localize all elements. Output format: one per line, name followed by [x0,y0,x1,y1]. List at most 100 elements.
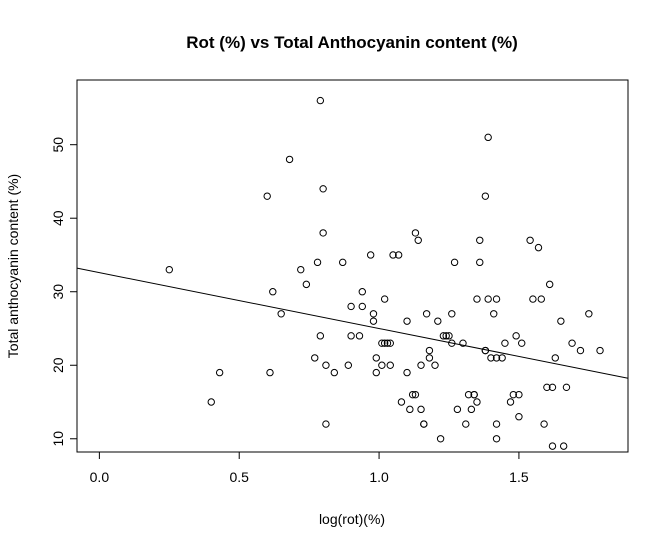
data-point [347,332,355,340]
data-point [403,317,411,325]
data-point [515,413,523,421]
data-point [492,354,501,362]
data-point [526,236,534,244]
plot-frame [76,79,629,453]
data-point [417,361,425,369]
data-point [462,420,470,428]
data-point [506,398,515,406]
data-point [559,442,568,450]
data-point [347,302,355,311]
data-point [339,258,347,267]
x-axis-label: log(rot)(%) [319,511,385,527]
data-point [484,295,492,303]
data-point [476,236,484,244]
data-point [484,133,492,142]
data-point [389,251,397,259]
data-point [269,288,277,296]
data-point [277,310,285,318]
data-point [498,354,506,362]
y-tick-label: 10 [50,431,66,447]
data-point [492,295,501,303]
data-point [302,280,311,289]
data-point [512,332,520,340]
y-tick-label: 30 [50,284,66,300]
data-point [425,346,434,355]
data-point [397,398,406,406]
data-point [540,420,548,428]
data-point [439,332,448,340]
data-point [322,420,330,428]
data-point [445,332,453,340]
data-point [369,317,378,325]
data-point [459,339,467,347]
data-point [596,346,604,355]
data-point [313,258,322,267]
data-point [425,354,434,362]
data-point [207,398,215,406]
data-point [408,390,417,399]
data-points [165,96,604,450]
data-point [470,390,478,399]
data-point [562,383,571,392]
data-point [501,339,509,347]
data-point [366,251,375,259]
data-point [386,361,394,369]
data-point [529,295,537,303]
data-point [394,251,403,259]
data-point [215,368,224,377]
data-point [515,390,523,399]
data-point [358,302,366,311]
data-point [355,332,364,340]
data-point [378,339,386,347]
data-point [448,310,456,318]
data-point [165,265,173,274]
data-point [330,368,339,377]
data-point [537,295,545,303]
data-point [420,420,428,428]
data-point [434,317,442,325]
data-point [467,405,476,414]
data-point [411,390,420,399]
data-point [509,390,518,399]
data-point [311,354,319,362]
data-point [406,405,414,414]
data-point [372,368,380,377]
data-point [534,243,543,252]
data-point [319,229,327,237]
data-point [380,295,389,303]
data-point [543,383,551,392]
data-point [548,442,557,450]
x-tick-label: 1.0 [369,469,389,485]
data-point [319,185,327,193]
data-point [297,265,305,274]
data-point [442,332,450,340]
y-tick-label: 40 [50,210,66,226]
y-axis: 10 20 30 40 50 [50,137,78,447]
chart-title: Rot (%) vs Total Anthocyanin content (%) [186,33,518,52]
data-point [473,295,481,303]
data-point [551,354,559,362]
data-point [263,192,271,200]
data-point [344,361,353,369]
data-point [414,236,422,244]
data-point [369,310,378,318]
data-point [378,361,386,369]
data-point [383,339,392,347]
data-point [576,346,585,355]
x-tick-label: 0.5 [229,469,249,485]
data-point [481,192,490,200]
data-point [386,339,394,347]
data-point [453,405,462,414]
data-point [431,361,439,369]
data-point [585,310,593,318]
data-point [548,383,557,392]
data-point [473,398,481,406]
data-point [436,435,445,443]
y-tick-label: 20 [50,357,66,373]
data-point [380,339,389,347]
data-point [464,390,473,399]
data-point [316,96,325,105]
data-point [450,258,459,267]
data-point [490,310,498,318]
y-axis-label: Total anthocyanin content (%) [5,174,21,358]
